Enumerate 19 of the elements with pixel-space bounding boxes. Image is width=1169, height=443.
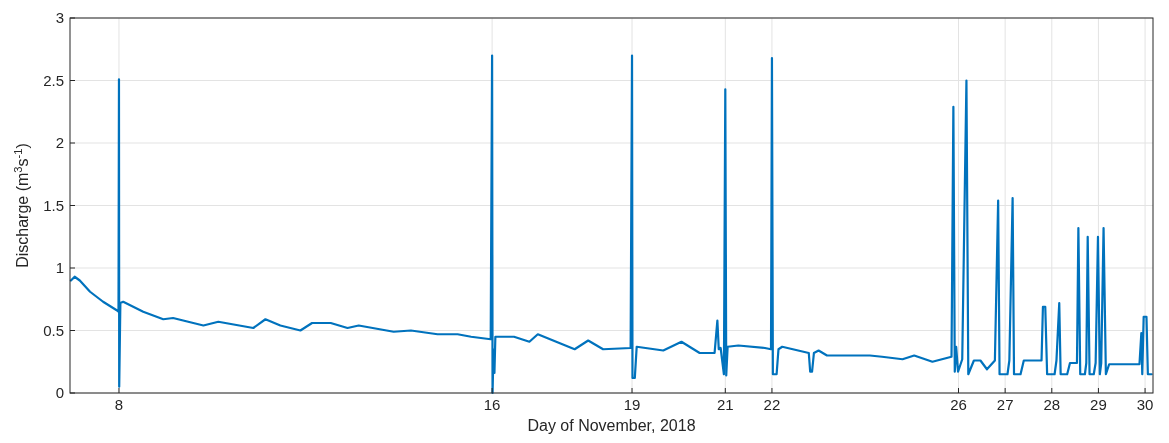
y-tick-label: 2 <box>55 134 64 151</box>
y-tick-label: 2.5 <box>43 71 64 89</box>
line-series <box>69 54 1153 395</box>
x-tick-label: 27 <box>996 396 1014 413</box>
x-tick-label: 21 <box>716 396 734 413</box>
x-tick-label: 26 <box>950 396 967 413</box>
x-tick-label: 16 <box>483 396 501 413</box>
y-tick-label: 3 <box>55 9 64 26</box>
x-tick-label: 19 <box>623 396 641 413</box>
x-tick-label: 28 <box>1043 396 1061 413</box>
y-tick-label: 1.5 <box>43 196 64 214</box>
y-tick-label: 0.5 <box>43 321 64 339</box>
y-tick-label: 1 <box>55 259 64 276</box>
x-tick-label: 8 <box>114 396 124 413</box>
y-tick-label: 0 <box>55 384 64 401</box>
x-tick-label: 30 <box>1136 396 1154 413</box>
x-tick-label: 22 <box>763 396 781 413</box>
x-tick-label: 29 <box>1090 396 1107 413</box>
x-axis-title: Day of November, 2018 <box>527 417 696 434</box>
